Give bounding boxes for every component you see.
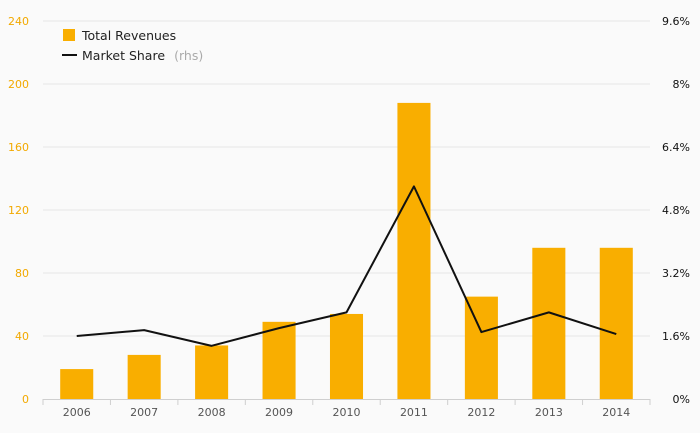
bar-2011 [397,102,431,400]
left-tick-label-80: 80 [15,267,29,280]
bar-2010 [329,313,364,399]
left-tick-label-40: 40 [15,330,29,343]
left-tick-label-0: 0 [22,393,29,406]
right-tick-label-6.4: 6.4% [662,141,690,154]
left-tick-label-200: 200 [8,78,29,91]
right-tick-label-4.8: 4.8% [662,204,690,217]
legend-label-market-share-suffix: (rhs) [174,48,203,63]
bar-2013 [532,247,566,399]
right-tick-label-0: 0% [673,393,690,406]
right-tick-label-1.6: 1.6% [662,330,690,343]
legend-label-total-revenues: Total Revenues [81,28,176,43]
left-tick-label-240: 240 [8,15,29,28]
x-tick-label-2010: 2010 [333,406,361,419]
bar-2009 [262,321,296,399]
x-tick-label-2012: 2012 [467,406,495,419]
right-tick-label-8: 8% [673,78,690,91]
x-tick-label-2008: 2008 [198,406,226,419]
legend: Total Revenues Market Share (rhs) [62,28,203,64]
x-axis: 2006 2007 2008 2009 2010 2011 2012 2013 2014 [42,399,651,419]
x-tick-label-2013: 2013 [535,406,563,419]
legend-swatch-total-revenues [63,29,75,41]
x-tick-label-2009: 2009 [265,406,293,419]
x-tick-label-2011: 2011 [400,406,428,419]
bar-2008 [195,345,229,399]
legend-label-market-share-name: Market Share [82,48,165,63]
bar-2007 [127,354,161,399]
x-tick-label-2014: 2014 [602,406,630,419]
x-tick-label-2006: 2006 [63,406,91,419]
left-tick-label-120: 120 [8,204,29,217]
left-axis: 0 40 80 120 160 200 240 [8,15,29,406]
bar-2006 [60,369,94,399]
x-tick-label-2007: 2007 [130,406,158,419]
revenue-bars [60,102,633,400]
right-tick-label-9.6: 9.6% [662,15,690,28]
bar-2012 [464,296,498,399]
left-tick-label-160: 160 [8,141,29,154]
bar-2014 [599,247,633,399]
legend-label-market-share: Market Share (rhs) [82,45,203,64]
right-axis: 0% 1.6% 3.2% 4.8% 6.4% 8% 9.6% [662,15,690,406]
right-tick-label-3.2: 3.2% [662,267,690,280]
market-share-line-group [76,185,617,347]
